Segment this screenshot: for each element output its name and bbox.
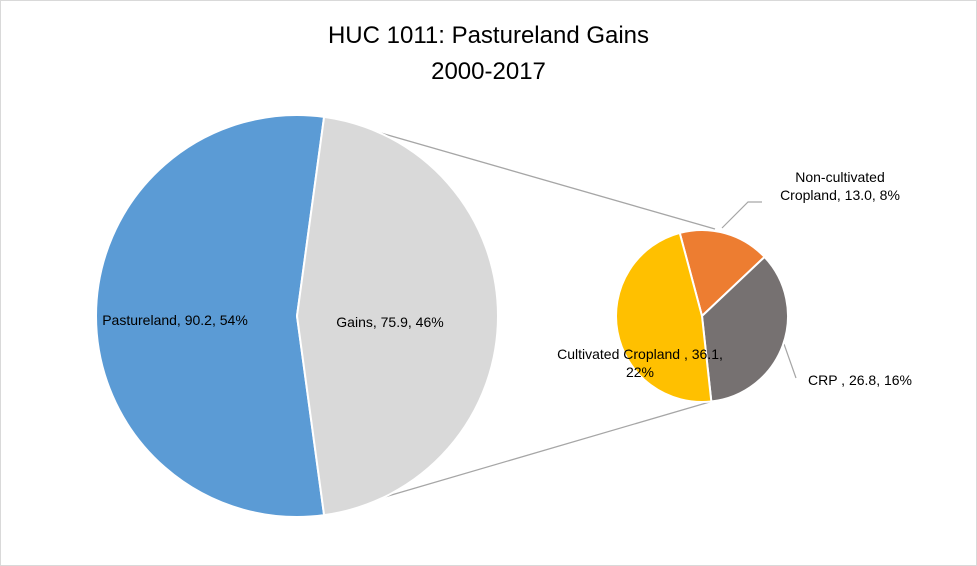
pie-slice bbox=[615, 231, 713, 403]
pie-slice bbox=[700, 255, 789, 403]
leader-line bbox=[721, 201, 762, 229]
pie-slice bbox=[678, 229, 766, 318]
pie-slice bbox=[95, 114, 326, 518]
data-label: Cultivated Cropland , 36.1, 22% bbox=[557, 346, 723, 380]
data-label: Pastureland, 90.2, 54% bbox=[102, 312, 248, 328]
data-label: CRP , 26.8, 16% bbox=[807, 372, 913, 388]
data-label: Non-cultivated Cropland, 13.0, 8% bbox=[780, 169, 900, 203]
connector-line bbox=[324, 116, 716, 230]
leader-line bbox=[783, 343, 797, 379]
chart-subtitle: 2000-2017 bbox=[431, 58, 546, 85]
chart-title: HUC 1011: Pastureland Gains bbox=[327, 22, 650, 49]
pie-slice bbox=[295, 115, 499, 517]
data-label: Gains, 75.9, 46% bbox=[336, 314, 444, 330]
